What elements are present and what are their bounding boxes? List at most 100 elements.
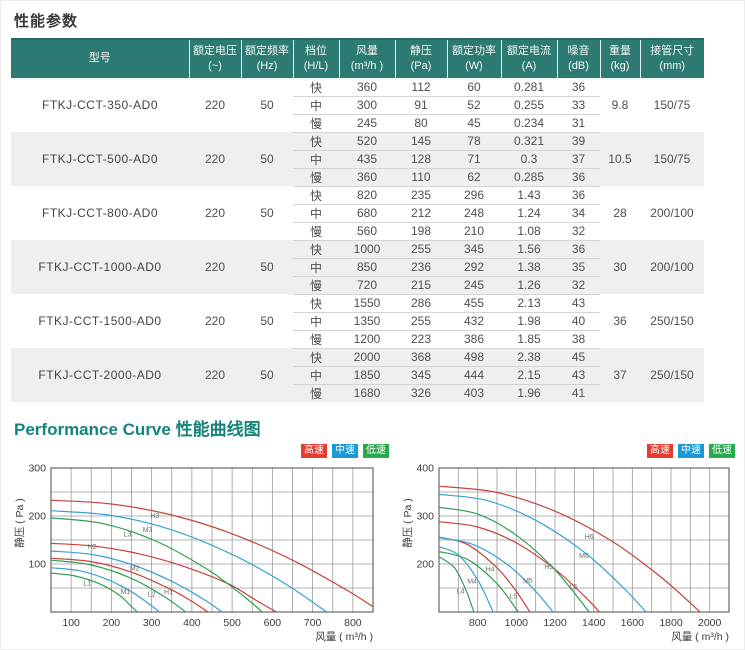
model-cell: FTKJ-CCT-800-AD0	[41, 206, 159, 221]
airflow-cell: 850	[339, 257, 395, 277]
pipe-size-cell: 250/150	[650, 314, 694, 329]
table-row: 慢 1680 326 403 1.96 41	[11, 383, 704, 402]
current-cell: 0.255	[501, 95, 557, 115]
table-row: 慢 720 215 245 1.26 32	[11, 275, 704, 295]
curve-label-L5: L5	[510, 593, 518, 600]
noise-cell: 38	[557, 329, 600, 349]
static-pressure-cell: 345	[395, 365, 447, 385]
column-header: 接管尺寸 (mm)	[639, 37, 704, 79]
noise-cell: 45	[557, 347, 600, 367]
power-cell: 455	[447, 293, 501, 313]
table-row: FTKJ-CCT-1500-AD0 220 50 快 1550 286 455 2.13 43 3…	[11, 293, 704, 328]
static-pressure-cell: 128	[395, 149, 447, 169]
plot-frame	[438, 467, 730, 613]
current-cell: 1.96	[501, 383, 557, 402]
x-tick-label: 800	[469, 617, 487, 629]
table-row: FTKJ-CCT-350-AD0 220 50 快 360 112 60 0.281 36 9.8…	[11, 78, 704, 112]
x-tick-label: 400	[183, 617, 201, 629]
x-tick-label: 500	[223, 617, 241, 629]
airflow-cell: 1550	[339, 293, 395, 313]
noise-cell: 39	[557, 131, 600, 151]
x-tick-label: 300	[143, 617, 161, 629]
curve-label-H6: H6	[585, 534, 594, 541]
voltage-cell: 220	[189, 132, 241, 187]
chart-legend: 高速 中速 低速	[401, 443, 735, 459]
curve-L5	[438, 550, 519, 613]
gear-cell: 快	[293, 239, 339, 259]
table-header: 型号 额定电压 (~) 额定频率 (Hz) 档位 (H/L) 风量 (m³/h ) 静压 (Pa) 额…	[11, 37, 704, 79]
airflow-cell: 520	[339, 131, 395, 151]
column-header: 风量 (m³/h )	[338, 37, 395, 79]
power-cell: 71	[447, 149, 501, 169]
noise-cell: 31	[557, 113, 600, 133]
noise-cell: 37	[557, 149, 600, 169]
table-row: 慢 1200 223 386 1.85 38	[11, 329, 704, 349]
chart-legend: 高速 中速 低速	[11, 443, 389, 459]
airflow-cell: 720	[339, 275, 395, 295]
power-cell: 345	[447, 239, 501, 259]
curve-label-H2: H2	[88, 544, 97, 551]
current-cell: 2.38	[501, 347, 557, 367]
airflow-cell: 820	[339, 185, 395, 205]
current-cell: 1.56	[501, 239, 557, 259]
voltage-cell: 220	[204, 206, 226, 221]
y-axis-title: 静压 ( Pa )	[401, 498, 414, 548]
table-row: 中 435 128 71 0.3 37	[11, 149, 704, 169]
charts-row: 高速 中速 低速 100 200 300 400 500 600 700 800 100 200 300…	[11, 442, 744, 649]
curve-H2	[50, 542, 277, 613]
table-row: 慢 560 198 210 1.08 32	[11, 221, 704, 241]
static-pressure-cell: 145	[395, 131, 447, 151]
power-cell: 296	[447, 185, 501, 205]
gear-cell: 慢	[293, 167, 339, 187]
pipe-size-cell: 200/100	[650, 206, 694, 221]
table-row: FTKJ-CCT-2000-AD0 220 50 快 2000 368 498 2.38 45 3…	[11, 347, 704, 402]
current-cell: 2.13	[501, 293, 557, 313]
static-pressure-cell: 286	[395, 293, 447, 313]
airflow-cell: 300	[339, 95, 395, 115]
x-tick-label: 700	[304, 617, 322, 629]
frequency-cell: 50	[241, 348, 293, 402]
x-tick-label: 100	[62, 617, 80, 629]
gear-cell: 中	[293, 203, 339, 223]
curve-L3	[50, 516, 263, 613]
y-tick-label: 300	[28, 462, 46, 474]
static-pressure-cell: 80	[395, 113, 447, 133]
noise-cell: 32	[557, 221, 600, 241]
curve-M3	[50, 509, 328, 613]
current-cell: 1.24	[501, 203, 557, 223]
voltage-cell: 220	[204, 98, 226, 113]
frequency-cell: 50	[260, 314, 274, 329]
x-tick-label: 1800	[659, 617, 683, 629]
pipe-size-cell: 150/75	[653, 98, 691, 113]
static-pressure-cell: 223	[395, 329, 447, 349]
curve-H6	[438, 485, 701, 613]
curve-label-M1: M1	[121, 589, 131, 596]
curve-label-L3: L3	[124, 531, 132, 538]
legend-chip-low-speed: 低速	[709, 443, 735, 458]
static-pressure-cell: 326	[395, 383, 447, 402]
x-tick-label: 200	[103, 617, 121, 629]
gear-cell: 中	[293, 95, 339, 115]
pipe-size-cell: 150/75	[640, 132, 704, 187]
column-header: 额定频率 (Hz)	[240, 37, 293, 79]
table-row: 慢 360 110 62 0.285 36	[11, 167, 704, 187]
table-row: FTKJ-CCT-1000-AD0 220 50 快 1000 255 345 1.56 36 3…	[11, 239, 704, 295]
noise-cell: 36	[571, 80, 586, 95]
power-cell: 498	[447, 347, 501, 367]
voltage-cell: 220	[204, 314, 226, 329]
power-cell: 292	[447, 257, 501, 277]
airflow-cell: 360	[339, 167, 395, 187]
curve-M4	[438, 545, 494, 612]
curve-label-M3: M3	[143, 527, 153, 534]
curve-label-M4: M4	[467, 578, 477, 585]
curve-L4	[438, 555, 475, 612]
gear-cell: 中	[293, 311, 339, 331]
page-title: 性能参数	[14, 13, 79, 30]
chart-block-small-models: 高速 中速 低速 100 200 300 400 500 600 700 800 100 200 300…	[11, 442, 395, 649]
curve-H1	[50, 557, 209, 613]
y-tick-label: 300	[416, 510, 434, 522]
table-row: 中 850 236 292 1.38 35	[11, 257, 704, 277]
column-header: 额定电压 (~)	[188, 37, 241, 79]
noise-cell: 33	[557, 95, 600, 115]
